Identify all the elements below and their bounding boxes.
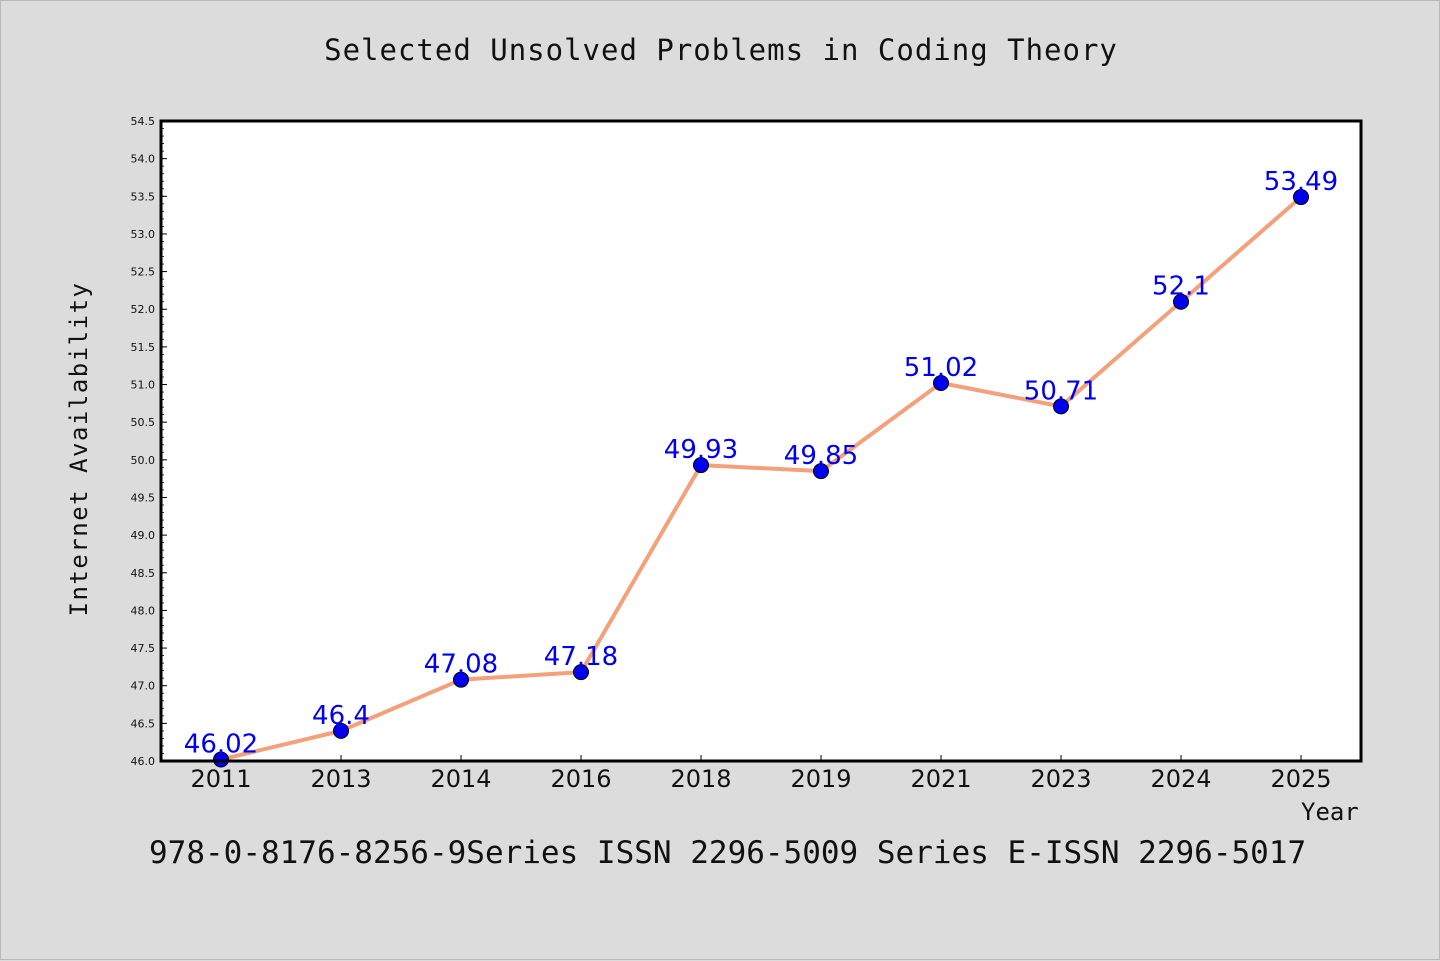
data-label: 50.71: [1024, 376, 1098, 406]
data-point: [1053, 398, 1069, 415]
data-point: [933, 375, 949, 392]
y-tick-label: 46.5: [131, 717, 156, 730]
y-tick-label: 53.5: [131, 190, 156, 203]
data-point: [213, 751, 229, 768]
x-tick-label: 2011: [190, 765, 251, 793]
x-tick-label: 2025: [1270, 765, 1331, 793]
data-point: [1173, 293, 1189, 310]
x-tick-label: 2021: [910, 765, 971, 793]
x-axis-label: Year: [1301, 798, 1359, 826]
y-tick-label: 54.5: [131, 115, 156, 128]
series-line: [219, 195, 1303, 762]
x-tick-label: 2024: [1150, 765, 1211, 793]
data-point: [1293, 189, 1309, 206]
x-tick-label: 2016: [550, 765, 611, 793]
data-point: [573, 664, 589, 681]
x-tick-label: 2013: [310, 765, 371, 793]
data-point: [693, 457, 709, 474]
data-label: 49.93: [664, 435, 738, 465]
x-tick-label: 2014: [430, 765, 491, 793]
data-label: 46.02: [184, 729, 258, 759]
y-tick-label: 50.0: [131, 454, 156, 467]
data-label: 47.18: [544, 642, 618, 672]
y-tick-label: 46.0: [131, 755, 156, 768]
data-label: 47.08: [424, 650, 498, 680]
data-label: 51.02: [904, 353, 978, 383]
y-tick-label: 52.5: [131, 266, 156, 279]
y-tick-label: 49.5: [131, 491, 156, 504]
data-label: 49.85: [784, 441, 858, 471]
y-tick-label: 51.0: [131, 379, 156, 392]
y-tick-label: 48.5: [131, 567, 156, 580]
y-tick-label: 51.5: [131, 341, 156, 354]
data-point: [453, 671, 469, 688]
chart-title: Selected Unsolved Problems in Coding The…: [324, 33, 1118, 67]
data-label: 53.49: [1264, 167, 1338, 197]
plot-frame: [159, 119, 1363, 763]
isbn-footer: 978-0-8176-8256-9Series ISSN 2296-5009 S…: [149, 835, 1307, 871]
y-tick-label: 48.0: [131, 604, 156, 617]
y-tick-label: 53.0: [131, 228, 156, 241]
data-label: 46.4: [312, 701, 370, 731]
data-point: [333, 722, 349, 739]
x-tick-label: 2023: [1030, 765, 1091, 793]
y-tick-label: 52.0: [131, 303, 156, 316]
y-tick-label: 50.5: [131, 416, 156, 429]
x-tick-label: 2019: [790, 765, 851, 793]
y-tick-label: 49.0: [131, 529, 156, 542]
data-label: 52.1: [1152, 272, 1210, 302]
x-tick-label: 2018: [670, 765, 731, 793]
data-point: [813, 463, 829, 480]
y-tick-label: 54.0: [131, 153, 156, 166]
y-tick-label: 47.0: [131, 680, 156, 693]
plot-area: [161, 121, 1361, 761]
y-tick-label: 47.5: [131, 642, 156, 655]
